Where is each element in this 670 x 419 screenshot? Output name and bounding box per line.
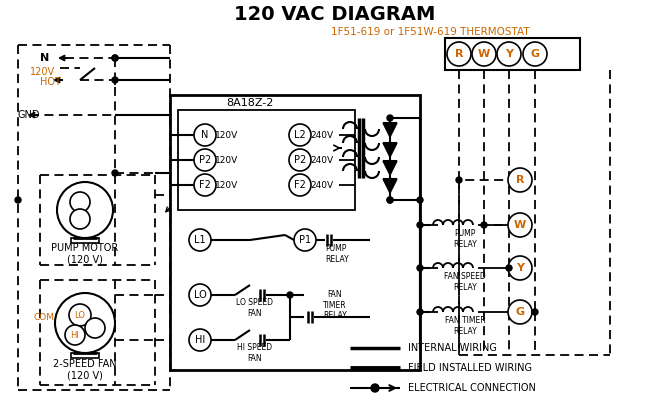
Circle shape — [289, 149, 311, 171]
Circle shape — [55, 293, 115, 353]
Text: PUMP
RELAY: PUMP RELAY — [453, 229, 477, 249]
Circle shape — [189, 229, 211, 251]
Circle shape — [532, 309, 538, 315]
Circle shape — [194, 124, 216, 146]
Text: 120V: 120V — [30, 67, 55, 77]
Circle shape — [508, 213, 532, 237]
Circle shape — [481, 222, 487, 228]
Polygon shape — [383, 143, 397, 157]
Text: 8A18Z-2: 8A18Z-2 — [226, 98, 273, 108]
Circle shape — [387, 197, 393, 203]
Circle shape — [508, 300, 532, 324]
Circle shape — [447, 42, 471, 66]
Text: 120 VAC DIAGRAM: 120 VAC DIAGRAM — [234, 5, 436, 23]
Circle shape — [506, 265, 512, 271]
Text: FAN
TIMER
RELAY: FAN TIMER RELAY — [323, 290, 347, 320]
Circle shape — [523, 42, 547, 66]
Circle shape — [371, 384, 379, 392]
Circle shape — [417, 197, 423, 203]
Text: L2: L2 — [294, 130, 306, 140]
Text: HI: HI — [70, 331, 80, 339]
Text: HOT: HOT — [40, 77, 61, 87]
Circle shape — [387, 197, 393, 203]
Circle shape — [456, 177, 462, 183]
Text: 120V: 120V — [215, 130, 239, 140]
Text: GND: GND — [18, 110, 40, 120]
Text: FIELD INSTALLED WIRING: FIELD INSTALLED WIRING — [408, 363, 532, 373]
Circle shape — [15, 197, 21, 203]
Text: G: G — [531, 49, 539, 59]
Text: P2: P2 — [199, 155, 211, 165]
Text: W: W — [478, 49, 490, 59]
Circle shape — [472, 42, 496, 66]
Circle shape — [112, 55, 118, 61]
Text: 120V: 120V — [215, 181, 239, 189]
Polygon shape — [383, 123, 397, 137]
Text: 240V: 240V — [310, 181, 334, 189]
Circle shape — [194, 174, 216, 196]
Polygon shape — [383, 179, 397, 193]
Text: P1: P1 — [299, 235, 311, 245]
Circle shape — [57, 182, 113, 238]
Text: 1F51-619 or 1F51W-619 THERMOSTAT: 1F51-619 or 1F51W-619 THERMOSTAT — [332, 27, 530, 37]
Text: 2-SPEED FAN
(120 V): 2-SPEED FAN (120 V) — [53, 359, 117, 381]
Circle shape — [294, 229, 316, 251]
Bar — [71, 353, 99, 358]
Text: INTERNAL WIRING: INTERNAL WIRING — [408, 343, 497, 353]
Circle shape — [508, 168, 532, 192]
Circle shape — [289, 174, 311, 196]
Text: N: N — [40, 53, 50, 63]
Bar — [445, 38, 580, 70]
Text: R: R — [455, 49, 463, 59]
Text: LO: LO — [74, 310, 86, 320]
Text: Y: Y — [505, 49, 513, 59]
Circle shape — [85, 318, 105, 338]
Text: PUMP
RELAY: PUMP RELAY — [325, 244, 349, 264]
Text: 120V: 120V — [215, 155, 239, 165]
Circle shape — [70, 192, 90, 212]
Text: N: N — [201, 130, 208, 140]
Text: F2: F2 — [199, 180, 211, 190]
Circle shape — [112, 77, 118, 83]
Text: ELECTRICAL CONNECTION: ELECTRICAL CONNECTION — [408, 383, 536, 393]
Circle shape — [417, 222, 423, 228]
Text: R: R — [516, 175, 524, 185]
Text: 240V: 240V — [310, 155, 334, 165]
Circle shape — [417, 265, 423, 271]
Text: FAN TIMER
RELAY: FAN TIMER RELAY — [445, 316, 485, 336]
Text: W: W — [514, 220, 526, 230]
Bar — [71, 238, 99, 243]
Circle shape — [112, 170, 118, 176]
Text: L1: L1 — [194, 235, 206, 245]
Text: Y: Y — [516, 263, 524, 273]
Text: G: G — [515, 307, 525, 317]
Text: 240V: 240V — [310, 130, 334, 140]
Circle shape — [508, 256, 532, 280]
Text: HI SPEED
FAN: HI SPEED FAN — [237, 343, 273, 363]
Bar — [178, 110, 355, 210]
Polygon shape — [383, 161, 397, 175]
Circle shape — [289, 124, 311, 146]
Circle shape — [189, 329, 211, 351]
Text: FAN SPEED
RELAY: FAN SPEED RELAY — [444, 272, 486, 292]
Circle shape — [70, 209, 90, 229]
Text: F2: F2 — [294, 180, 306, 190]
Circle shape — [387, 115, 393, 121]
Text: PUMP MOTOR
(120 V): PUMP MOTOR (120 V) — [52, 243, 119, 265]
Text: LO: LO — [194, 290, 206, 300]
Circle shape — [497, 42, 521, 66]
Circle shape — [112, 55, 118, 61]
Circle shape — [417, 309, 423, 315]
Bar — [170, 95, 420, 370]
Circle shape — [194, 149, 216, 171]
Text: P2: P2 — [294, 155, 306, 165]
Text: COM: COM — [34, 313, 55, 321]
Circle shape — [189, 284, 211, 306]
Text: LO SPEED
FAN: LO SPEED FAN — [237, 298, 273, 318]
Circle shape — [287, 292, 293, 298]
Circle shape — [69, 304, 91, 326]
Circle shape — [65, 325, 85, 345]
Text: HI: HI — [195, 335, 205, 345]
